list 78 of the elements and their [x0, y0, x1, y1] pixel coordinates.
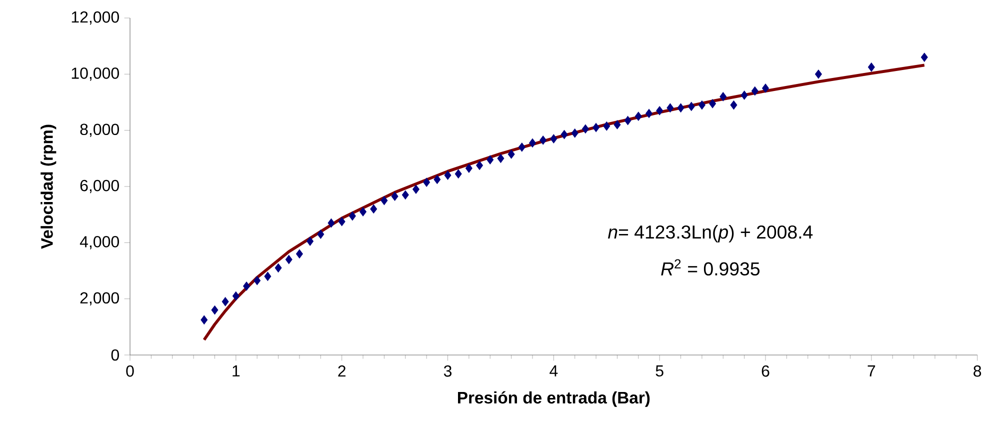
point	[868, 62, 875, 72]
x-tick-label: 4	[550, 365, 558, 376]
point	[582, 124, 589, 134]
point	[380, 196, 388, 206]
point	[434, 174, 441, 184]
point	[709, 99, 716, 108]
point	[444, 170, 452, 180]
x-tick-label: 5	[656, 365, 664, 377]
point	[751, 86, 758, 96]
x-tick-label: 6	[762, 365, 770, 377]
point	[740, 90, 748, 100]
point	[592, 122, 600, 132]
y-tick-label: 10,000	[72, 68, 119, 81]
point	[529, 138, 536, 148]
y-axis-title: Velocidad (rpm)	[40, 124, 56, 249]
point	[814, 70, 822, 79]
point	[560, 130, 568, 140]
point	[370, 204, 378, 214]
line-series	[202, 64, 926, 342]
y-tick-label: 2,000	[80, 292, 119, 306]
point	[232, 291, 240, 301]
point	[698, 100, 706, 110]
point	[200, 315, 208, 324]
point	[508, 150, 515, 159]
point	[285, 254, 292, 264]
point	[211, 306, 218, 315]
point	[603, 122, 610, 131]
y-tick-label: 6,000	[80, 180, 119, 194]
x-tick-label: 3	[444, 365, 452, 377]
point	[402, 190, 409, 200]
point	[306, 236, 314, 246]
point	[296, 249, 303, 258]
x-axis-title: Presión de entrada (Bar)	[458, 391, 650, 407]
point	[646, 108, 652, 118]
point	[540, 136, 547, 145]
point	[677, 103, 684, 112]
point	[518, 142, 526, 152]
y-tick-label: 0	[111, 349, 119, 361]
point	[497, 154, 504, 163]
point	[348, 211, 356, 221]
y-tick-label: 12,000	[72, 11, 119, 25]
point	[243, 282, 250, 291]
point	[920, 52, 928, 62]
point	[360, 207, 366, 216]
x-tick-label: 1	[232, 365, 240, 376]
point	[614, 120, 621, 130]
y-tick-label: 8,000	[80, 124, 119, 137]
point	[550, 134, 558, 144]
point	[391, 192, 398, 201]
point	[624, 116, 632, 126]
point	[666, 103, 674, 112]
point	[730, 100, 738, 110]
point	[412, 184, 420, 194]
point	[720, 92, 727, 102]
y-tick-label: 4,000	[80, 236, 119, 250]
point	[571, 128, 578, 138]
point	[317, 230, 324, 239]
point	[476, 160, 484, 170]
annotation: R$^{2}$ = 0.9935	[661, 259, 760, 276]
x-tick-label: 8	[974, 365, 982, 377]
point	[423, 178, 430, 187]
point	[222, 297, 229, 306]
point	[656, 106, 664, 116]
x-tick-label: 7	[868, 365, 876, 376]
point	[254, 276, 261, 286]
point	[465, 164, 472, 173]
annotation: n= 4123.3Ln(p) + 2008.4	[608, 224, 813, 242]
point	[762, 84, 769, 93]
point	[454, 169, 462, 178]
point	[328, 218, 335, 228]
point	[264, 272, 272, 281]
point	[634, 112, 642, 121]
x-tick-label: 0	[126, 365, 134, 377]
point	[338, 217, 346, 226]
point	[274, 263, 282, 272]
x-tick-label: 2	[338, 365, 346, 377]
point	[688, 102, 695, 111]
point	[486, 155, 494, 164]
